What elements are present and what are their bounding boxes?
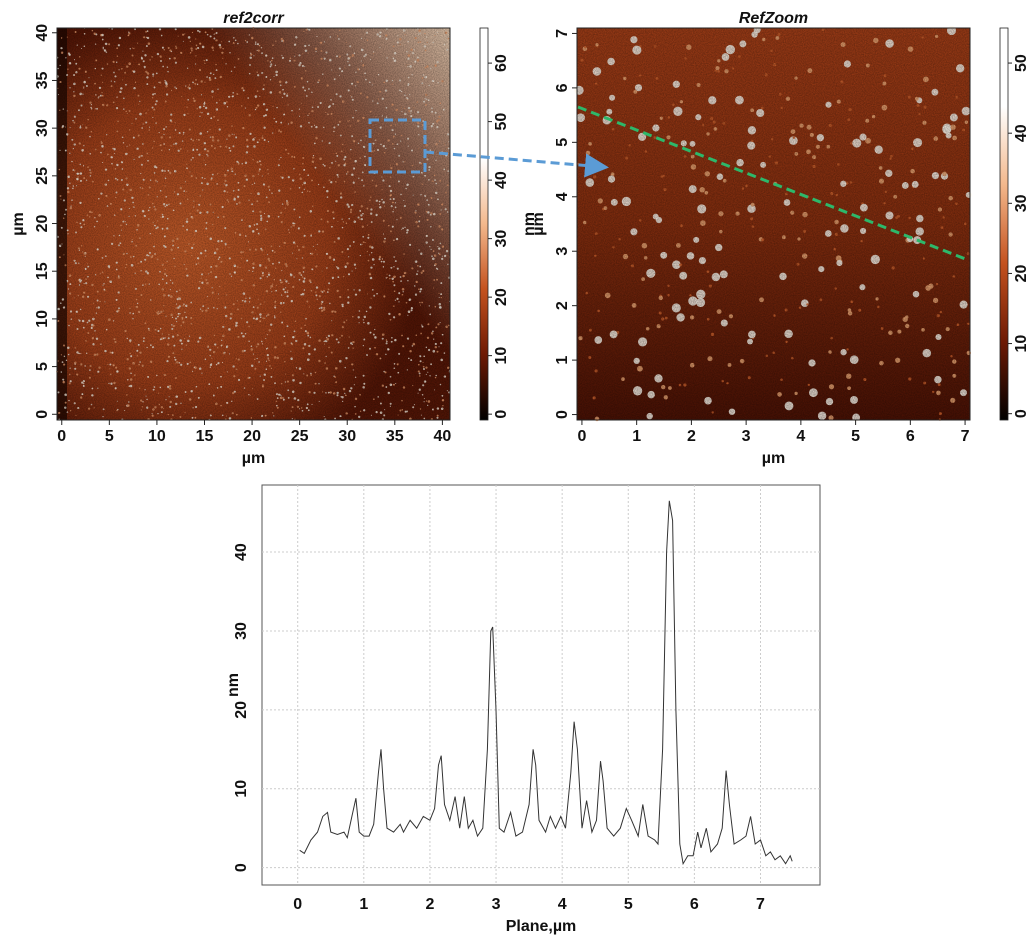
y-tick-label: 6 xyxy=(554,83,571,92)
x-tick-label: 40 xyxy=(433,428,451,445)
y-tick-label: 4 xyxy=(554,192,571,201)
y-tick-label: 0 xyxy=(34,410,51,419)
colorbar-tick-label: 0 xyxy=(1013,409,1030,418)
y-tick-label: 0 xyxy=(233,863,250,872)
colorbar-tick-label: 0 xyxy=(493,410,510,419)
y-tick-label: 30 xyxy=(34,119,51,137)
x-tick-label: 6 xyxy=(690,896,699,913)
x-tick-label: 10 xyxy=(148,428,166,445)
colorbar-tick-label: 30 xyxy=(1013,194,1030,212)
afm-image xyxy=(574,25,972,422)
profile-line xyxy=(299,500,793,866)
colorbar-label: nm xyxy=(521,212,538,236)
x-tick-label: 5 xyxy=(624,896,633,913)
x-tick-label: 0 xyxy=(577,428,586,445)
zoom-arrow xyxy=(424,150,609,178)
colorbar-tick-label: 40 xyxy=(493,171,510,189)
colorbar xyxy=(999,27,1009,421)
y-tick-label: 3 xyxy=(554,247,571,256)
y-tick-label: 0 xyxy=(554,410,571,419)
x-tick-label: 1 xyxy=(359,896,368,913)
zoom-box xyxy=(368,118,427,174)
x-tick-label: 3 xyxy=(742,428,751,445)
y-tick-label: 15 xyxy=(34,262,51,280)
y-tick-label: 10 xyxy=(34,310,51,328)
y-axis-label: µm xyxy=(10,212,27,235)
colorbar-tick-label: 30 xyxy=(493,230,510,248)
y-tick-label: 40 xyxy=(34,24,51,42)
x-tick-label: 35 xyxy=(386,428,404,445)
x-tick-label: 1 xyxy=(632,428,641,445)
y-axis-label: µm xyxy=(530,212,547,235)
y-tick-label: 35 xyxy=(34,71,51,89)
y-tick-label: 5 xyxy=(34,362,51,371)
colorbar-tick-label: 60 xyxy=(493,54,510,72)
colorbar-tick-label: 10 xyxy=(1013,335,1030,353)
x-tick-label: 20 xyxy=(243,428,261,445)
image-frame xyxy=(576,27,971,421)
x-tick-label: 25 xyxy=(291,428,309,445)
colorbar xyxy=(479,27,489,421)
x-tick-label: 5 xyxy=(851,428,860,445)
x-tick-label: 3 xyxy=(492,896,501,913)
x-tick-label: 6 xyxy=(906,428,915,445)
x-tick-label: 2 xyxy=(425,896,434,913)
x-axis-label: µm xyxy=(242,450,265,467)
colorbar-tick-label: 40 xyxy=(1013,124,1030,142)
y-tick-label: 30 xyxy=(233,622,250,640)
y-axis-label: nm xyxy=(225,673,242,697)
colorbar-tick-label: 10 xyxy=(493,347,510,365)
y-tick-label: 25 xyxy=(34,167,51,185)
plot-frame xyxy=(261,484,821,886)
y-tick-label: 10 xyxy=(233,780,250,798)
x-tick-label: 7 xyxy=(756,896,765,913)
colorbar-tick-label: 20 xyxy=(1013,264,1030,282)
x-axis-label: Plane,µm xyxy=(506,918,577,935)
x-tick-label: 7 xyxy=(961,428,970,445)
chart-title: RefZoom xyxy=(739,10,808,27)
y-tick-label: 40 xyxy=(233,543,250,561)
colorbar-tick-label: 50 xyxy=(1013,54,1030,72)
y-tick-label: 7 xyxy=(554,29,571,38)
x-tick-label: 0 xyxy=(293,896,302,913)
x-tick-label: 30 xyxy=(338,428,356,445)
colorbar-tick-label: 50 xyxy=(493,113,510,131)
colorbar-tick-label: 20 xyxy=(493,288,510,306)
x-tick-label: 15 xyxy=(196,428,214,445)
x-tick-label: 4 xyxy=(796,428,805,445)
x-tick-label: 4 xyxy=(558,896,567,913)
chart-title: ref2corr xyxy=(223,10,284,27)
y-tick-label: 1 xyxy=(554,356,571,365)
x-tick-label: 2 xyxy=(687,428,696,445)
y-tick-label: 5 xyxy=(554,138,571,147)
x-axis-label: µm xyxy=(762,450,785,467)
x-tick-label: 5 xyxy=(105,428,114,445)
x-tick-label: 0 xyxy=(57,428,66,445)
y-tick-label: 20 xyxy=(233,701,250,719)
y-tick-label: 2 xyxy=(554,301,571,310)
image-texture xyxy=(577,28,970,420)
y-tick-label: 20 xyxy=(34,215,51,233)
afm-image xyxy=(55,26,451,422)
image-texture xyxy=(57,28,450,420)
